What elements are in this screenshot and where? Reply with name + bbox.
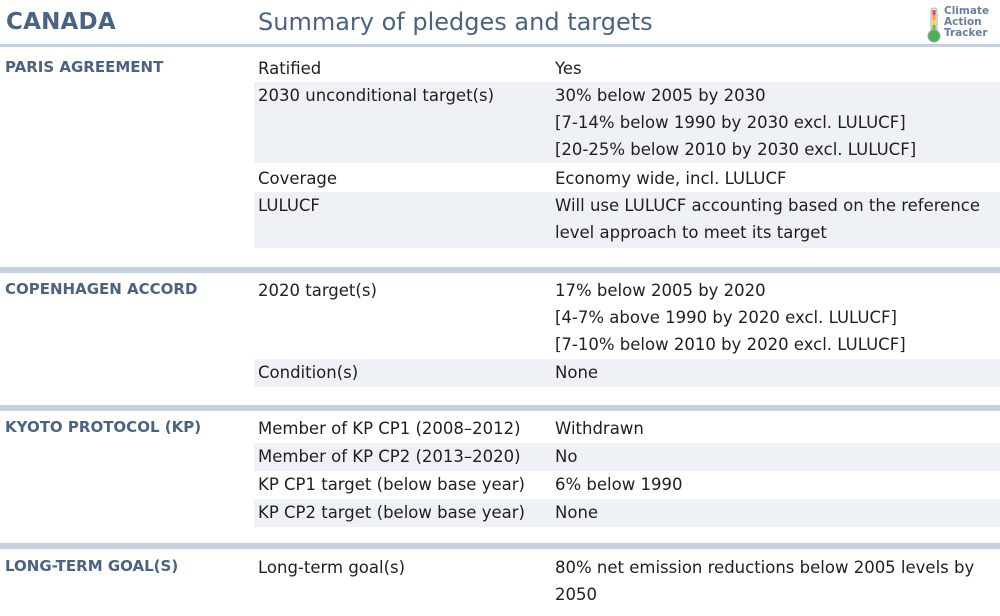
row-value: Withdrawn [555,415,995,442]
value-line: [7-10% below 2010 by 2020 excl. LULUCF] [555,335,906,354]
page-subtitle: Summary of pledges and targets [258,8,653,36]
value-line: Will use LULUCF accounting based on the … [555,196,981,215]
table-row: KP CP2 target (below base year) None [254,499,1000,527]
section-divider [0,267,1000,273]
value-line: [20-25% below 2010 by 2030 excl. LULUCF] [555,140,917,159]
row-label: LULUCF [258,196,320,215]
section-divider [0,543,1000,549]
value-line: Economy wide, incl. LULUCF [555,169,787,188]
row-label: Member of KP CP2 (2013–2020) [258,447,521,466]
value-line: 30% below 2005 by 2030 [555,86,766,105]
row-label: KP CP1 target (below base year) [258,475,525,494]
row-value: Will use LULUCF accounting based on the … [555,192,995,246]
row-value: 17% below 2005 by 2020 [4-7% above 1990 … [555,277,995,358]
value-line: 80% net emission reductions below 2005 l… [555,558,975,577]
climate-action-tracker-logo: Climate Action Tracker [926,6,998,44]
section-title: COPENHAGEN ACCORD [5,280,198,298]
value-line: 6% below 1990 [555,475,683,494]
header-divider [0,44,1000,47]
row-label: Member of KP CP1 (2008–2012) [258,419,521,438]
value-line: None [555,503,599,522]
table-row: 2030 unconditional target(s) 30% below 2… [254,82,1000,163]
row-label: 2030 unconditional target(s) [258,86,495,105]
table-row: 2020 target(s) 17% below 2005 by 2020 [4… [254,277,1000,358]
value-line: Withdrawn [555,419,644,438]
section-copenhagen-accord: COPENHAGEN ACCORD 2020 target(s) 17% bel… [0,277,1000,389]
country-title: CANADA [6,9,116,35]
value-line: 17% below 2005 by 2020 [555,281,766,300]
section-paris-agreement: PARIS AGREEMENT Ratified Yes 2030 uncond… [0,55,1000,255]
value-line: [7-14% below 1990 by 2030 excl. LULUCF] [555,113,906,132]
section-long-term-goals: LONG-TERM GOAL(S) Long-term goal(s) 80% … [0,554,1000,610]
row-value: Yes [555,55,995,82]
row-label: 2020 target(s) [258,281,377,300]
section-divider [0,405,1000,411]
table-row: KP CP1 target (below base year) 6% below… [254,471,1000,499]
value-line: No [555,447,578,466]
row-label: Condition(s) [258,363,359,382]
logo-line-1: Climate [944,5,990,17]
row-value: 6% below 1990 [555,471,995,498]
row-value: 80% net emission reductions below 2005 l… [555,554,995,608]
section-kyoto-protocol: KYOTO PROTOCOL (KP) Member of KP CP1 (20… [0,415,1000,527]
row-label: Long-term goal(s) [258,558,406,577]
page-header: CANADA Summary of pledges and targets Cl… [0,0,1000,47]
row-value: None [555,499,995,526]
logo-line-3: Tracker [944,27,988,39]
value-line: 2050 [555,585,597,604]
table-row: Member of KP CP1 (2008–2012) Withdrawn [254,415,1000,443]
section-title: KYOTO PROTOCOL (KP) [5,418,202,436]
table-row: Member of KP CP2 (2013–2020) No [254,443,1000,471]
row-label: Coverage [258,169,338,188]
table-row: Ratified Yes [254,55,1000,82]
row-value: No [555,443,995,470]
table-row: Condition(s) None [254,359,1000,387]
row-value: None [555,359,995,386]
section-title: LONG-TERM GOAL(S) [5,557,179,575]
logo-line-2: Action [944,16,982,28]
row-value: Economy wide, incl. LULUCF [555,165,995,192]
value-line: level approach to meet its target [555,223,827,242]
row-label: KP CP2 target (below base year) [258,503,525,522]
table-row: Coverage Economy wide, incl. LULUCF [254,165,1000,192]
table-row: LULUCF Will use LULUCF accounting based … [254,192,1000,248]
value-line: None [555,363,599,382]
table-row: Long-term goal(s) 80% net emission reduc… [254,554,1000,610]
thermometer-icon [927,7,941,43]
value-line: [4-7% above 1990 by 2020 excl. LULUCF] [555,308,897,327]
row-value: 30% below 2005 by 2030 [7-14% below 1990… [555,82,995,163]
row-label: Ratified [258,59,322,78]
value-line: Yes [555,59,582,78]
section-title: PARIS AGREEMENT [5,58,164,76]
logo-text: Climate Action Tracker [944,6,989,39]
